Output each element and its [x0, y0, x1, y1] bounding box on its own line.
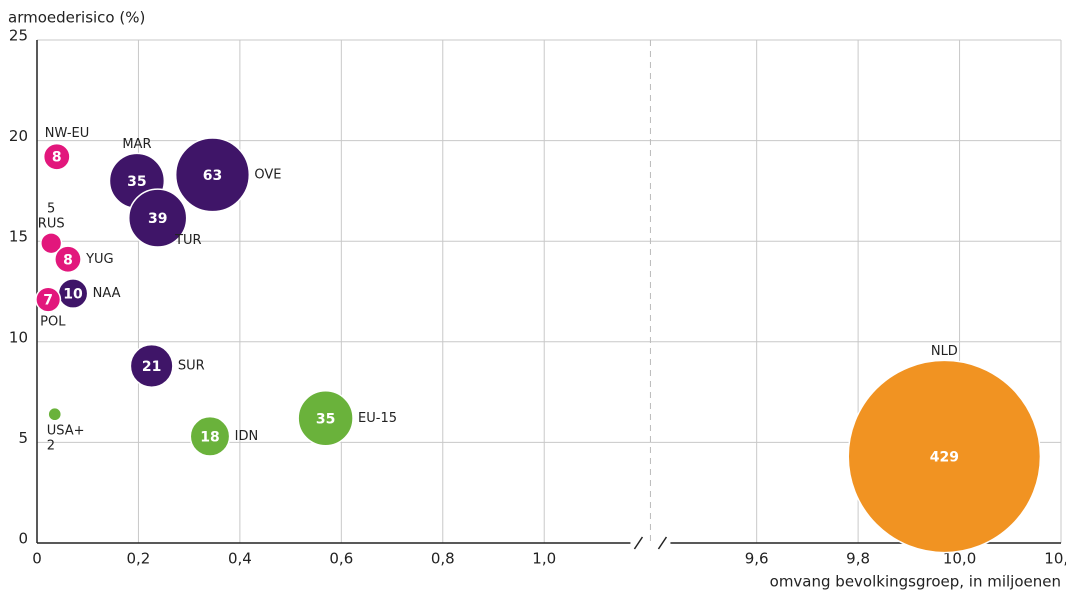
- bubble-label: YUG: [85, 252, 114, 267]
- bubble-label: NAA: [93, 286, 121, 301]
- axis-break-mark: [657, 536, 668, 550]
- bubble: [129, 343, 174, 388]
- bubble-value: 5: [47, 201, 55, 216]
- bubble-value: 35: [127, 174, 146, 190]
- x-tick-label: 1,0: [532, 550, 556, 568]
- x-axis-title: omvang bevolkingsgroep, in miljoenen: [770, 573, 1061, 591]
- bubble: [42, 142, 71, 171]
- x-tick-label: 9,8: [846, 550, 870, 568]
- bubble-value: 35: [316, 411, 335, 427]
- y-tick-label: 5: [18, 429, 28, 447]
- bubble-value: 63: [203, 168, 222, 184]
- bubble-label: TUR: [174, 233, 202, 248]
- y-tick-label: 15: [9, 228, 28, 246]
- bubble: [297, 390, 354, 447]
- y-tick-label: 20: [9, 127, 28, 145]
- bubble-value: 8: [52, 150, 62, 166]
- x-tick-label: 0,6: [329, 550, 353, 568]
- bubble-label: OVE: [254, 167, 281, 182]
- y-tick-label: 0: [18, 530, 28, 548]
- bubble: [847, 359, 1042, 554]
- x-tick-label: 0: [32, 550, 42, 568]
- bubble-value: 7: [43, 293, 53, 309]
- y-tick-label: 25: [9, 27, 28, 45]
- bubble-value: 39: [148, 211, 167, 227]
- x-tick-label: 0,4: [228, 550, 252, 568]
- bubble: [35, 286, 62, 313]
- bubble-value: 21: [142, 359, 161, 375]
- bubble-value: 10: [63, 287, 83, 303]
- x-tick-label: 0,8: [431, 550, 455, 568]
- bubble-label: IDN: [235, 429, 259, 444]
- bubble: [189, 415, 231, 457]
- bubble-label: RUS: [38, 216, 65, 231]
- bubble-label: NLD: [931, 344, 958, 359]
- bubble-label: SUR: [178, 358, 205, 373]
- bubble-label: USA+: [47, 423, 85, 438]
- x-tick-label: 10,2: [1044, 550, 1066, 568]
- y-tick-label: 10: [9, 328, 28, 346]
- bubble-value: 18: [200, 429, 219, 445]
- bubble-label: NW-EU: [45, 126, 89, 141]
- bubble-value: 2: [47, 438, 55, 453]
- bubble-label: POL: [40, 314, 66, 329]
- bubble: [174, 137, 251, 213]
- axis-break-mark: [633, 536, 644, 550]
- x-tick-label: 9,6: [745, 550, 769, 568]
- bubble-value: 8: [63, 252, 73, 268]
- bubble: [127, 188, 188, 248]
- bubble: [40, 232, 63, 255]
- x-tick-label: 10,0: [943, 550, 976, 568]
- bubble: [54, 245, 82, 274]
- bubble-label: EU-15: [358, 411, 397, 426]
- y-axis-title: armoederisico (%): [8, 9, 145, 27]
- bubble: [47, 406, 63, 422]
- bubble-value: 429: [930, 449, 959, 465]
- bubble-label: MAR: [122, 137, 151, 152]
- x-tick-label: 0,2: [127, 550, 151, 568]
